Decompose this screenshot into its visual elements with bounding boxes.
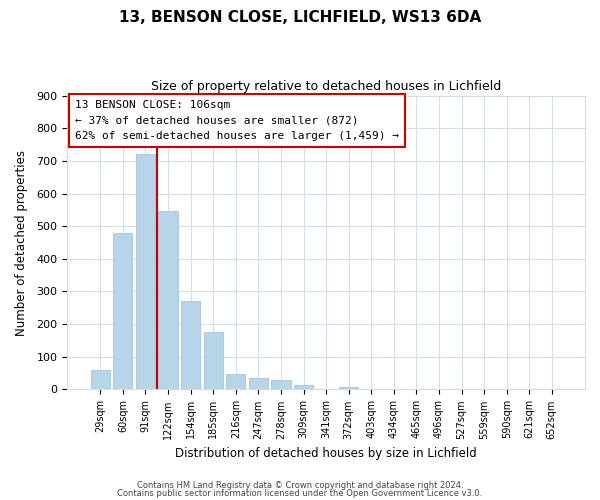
Bar xyxy=(136,154,155,390)
Bar xyxy=(339,387,358,390)
Title: Size of property relative to detached houses in Lichfield: Size of property relative to detached ho… xyxy=(151,80,501,93)
X-axis label: Distribution of detached houses by size in Lichfield: Distribution of detached houses by size … xyxy=(175,447,477,460)
Bar xyxy=(181,302,200,390)
Bar xyxy=(226,374,245,390)
Bar xyxy=(203,332,223,390)
Text: 13 BENSON CLOSE: 106sqm
← 37% of detached houses are smaller (872)
62% of semi-d: 13 BENSON CLOSE: 106sqm ← 37% of detache… xyxy=(75,100,399,141)
Bar xyxy=(91,370,110,390)
Bar xyxy=(113,232,133,390)
Y-axis label: Number of detached properties: Number of detached properties xyxy=(15,150,28,336)
Bar xyxy=(294,385,313,390)
Bar xyxy=(271,380,290,390)
Bar xyxy=(158,212,178,390)
Bar xyxy=(249,378,268,390)
Text: Contains public sector information licensed under the Open Government Licence v3: Contains public sector information licen… xyxy=(118,488,482,498)
Text: Contains HM Land Registry data © Crown copyright and database right 2024.: Contains HM Land Registry data © Crown c… xyxy=(137,481,463,490)
Text: 13, BENSON CLOSE, LICHFIELD, WS13 6DA: 13, BENSON CLOSE, LICHFIELD, WS13 6DA xyxy=(119,10,481,25)
